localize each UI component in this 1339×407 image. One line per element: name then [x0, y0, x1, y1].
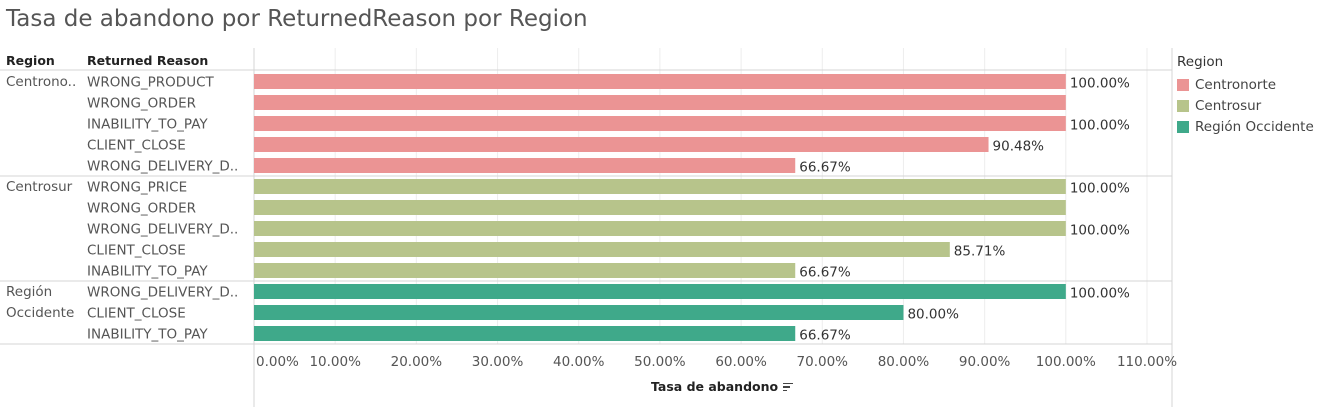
- data-label: 100.00%: [1070, 118, 1130, 134]
- reason-label: WRONG_DELIVERY_D..: [87, 159, 238, 175]
- bar[interactable]: [254, 221, 1066, 236]
- x-axis-title[interactable]: Tasa de abandono: [651, 379, 794, 394]
- reason-label: WRONG_DELIVERY_D..: [87, 285, 238, 301]
- data-label: 100.00%: [1070, 181, 1130, 197]
- returned-reason-header[interactable]: Returned Reason: [87, 53, 208, 68]
- bar[interactable]: [254, 116, 1066, 131]
- region-label: Centrosur: [6, 179, 73, 195]
- legend-item[interactable]: Centrosur: [1177, 95, 1314, 116]
- region-header[interactable]: Region: [6, 53, 55, 68]
- bar[interactable]: [254, 158, 796, 173]
- x-tick-label: 50.00%: [634, 354, 686, 370]
- bar[interactable]: [254, 305, 904, 320]
- x-tick-label: 100.00%: [1036, 354, 1096, 370]
- bar[interactable]: [254, 179, 1066, 194]
- data-label: 100.00%: [1070, 76, 1130, 92]
- reason-label: INABILITY_TO_PAY: [87, 264, 208, 280]
- legend-swatch: [1177, 120, 1189, 133]
- region-label: Occidente: [6, 305, 74, 321]
- x-tick-label: 20.00%: [391, 354, 443, 370]
- bar[interactable]: [254, 137, 989, 152]
- sort-descending-icon[interactable]: [783, 382, 794, 392]
- grid-lines: [334, 48, 1148, 344]
- reason-label: CLIENT_CLOSE: [87, 243, 186, 259]
- reason-label: CLIENT_CLOSE: [87, 138, 186, 154]
- legend-item[interactable]: Región Occidente: [1177, 116, 1314, 137]
- legend-items: Centronorte Centrosur Región Occidente: [1177, 74, 1314, 137]
- bar[interactable]: [254, 263, 796, 278]
- legend-label: Centronorte: [1195, 76, 1277, 93]
- data-label: 66.67%: [799, 160, 851, 176]
- reason-label: WRONG_DELIVERY_D..: [87, 222, 238, 238]
- x-tick-label: 110.00%: [1117, 354, 1177, 370]
- legend-title: Region: [1177, 54, 1224, 70]
- legend: Region Centronorte Centrosur Región Occide…: [1177, 54, 1314, 137]
- reason-label: INABILITY_TO_PAY: [87, 117, 208, 133]
- reason-label: WRONG_PRICE: [87, 180, 187, 196]
- legend-swatch: [1177, 99, 1189, 112]
- x-axis-ticks: 0.00% 10.00% 20.00% 30.00% 40.00% 50.00% 60.00…: [256, 354, 1177, 370]
- reason-label: CLIENT_CLOSE: [87, 306, 186, 322]
- reason-label: WRONG_ORDER: [87, 201, 196, 217]
- reason-label: WRONG_PRODUCT: [87, 75, 215, 91]
- x-tick-label: 90.00%: [959, 354, 1011, 370]
- reason-label: INABILITY_TO_PAY: [87, 327, 208, 343]
- legend-item[interactable]: Centronorte: [1177, 74, 1314, 95]
- bar[interactable]: [254, 326, 796, 341]
- x-tick-label: 30.00%: [472, 354, 524, 370]
- chart-title: Tasa de abandono por ReturnedReason por …: [6, 6, 588, 32]
- reason-label: WRONG_ORDER: [87, 96, 196, 112]
- chart-frame: [0, 48, 1173, 407]
- data-label: 80.00%: [907, 307, 959, 323]
- x-tick-label: 40.00%: [553, 354, 605, 370]
- bar[interactable]: [254, 95, 1066, 110]
- bar-rows: Centrono.. WRONG_PRODUCT 100.00% WRONG_ORDE…: [6, 74, 1130, 344]
- data-label: 66.67%: [799, 328, 851, 344]
- x-tick-label: 60.00%: [715, 354, 767, 370]
- x-axis-title-text: Tasa de abandono: [651, 379, 779, 394]
- x-tick-label: 0.00%: [256, 354, 299, 370]
- data-label: 90.48%: [993, 139, 1045, 155]
- data-label: 100.00%: [1070, 286, 1130, 302]
- data-label: 66.67%: [799, 265, 851, 281]
- region-label: Centrono..: [6, 74, 76, 90]
- bar[interactable]: [254, 74, 1066, 89]
- legend-swatch: [1177, 78, 1189, 91]
- bar[interactable]: [254, 242, 950, 257]
- bar[interactable]: [254, 284, 1066, 299]
- x-tick-label: 70.00%: [797, 354, 849, 370]
- x-tick-label: 10.00%: [309, 354, 361, 370]
- legend-label: Región Occidente: [1195, 118, 1314, 135]
- bar[interactable]: [254, 200, 1066, 215]
- region-label: Región: [6, 284, 52, 300]
- x-tick-label: 80.00%: [878, 354, 930, 370]
- data-label: 85.71%: [954, 244, 1006, 260]
- legend-label: Centrosur: [1195, 97, 1262, 114]
- data-label: 100.00%: [1070, 223, 1130, 239]
